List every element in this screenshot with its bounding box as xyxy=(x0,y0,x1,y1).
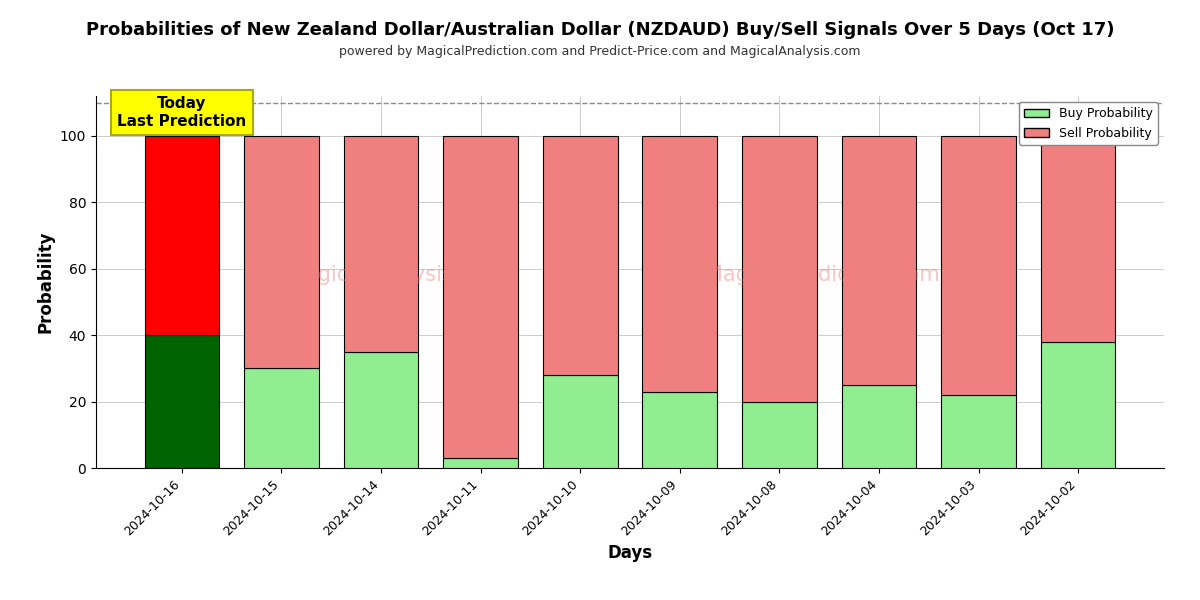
X-axis label: Days: Days xyxy=(607,544,653,562)
Bar xyxy=(244,136,319,368)
Bar xyxy=(642,136,718,392)
Bar xyxy=(244,368,319,468)
Bar xyxy=(343,136,419,352)
Text: MagicalAnalysis.com: MagicalAnalysis.com xyxy=(287,265,504,284)
Bar xyxy=(144,335,220,468)
Bar xyxy=(1040,342,1116,468)
Bar xyxy=(642,392,718,468)
Bar xyxy=(742,401,817,468)
Bar xyxy=(343,352,419,468)
Bar xyxy=(841,385,917,468)
Bar xyxy=(1040,136,1116,342)
Bar xyxy=(841,136,917,385)
Bar xyxy=(542,375,618,468)
Legend: Buy Probability, Sell Probability: Buy Probability, Sell Probability xyxy=(1019,102,1158,145)
Bar xyxy=(443,136,518,458)
Bar xyxy=(941,395,1016,468)
Bar xyxy=(941,136,1016,395)
Bar xyxy=(443,458,518,468)
Y-axis label: Probability: Probability xyxy=(36,231,54,333)
Bar xyxy=(144,136,220,335)
Bar xyxy=(542,136,618,375)
Text: MagicalPrediction.com: MagicalPrediction.com xyxy=(704,265,940,284)
Bar xyxy=(742,136,817,401)
Text: powered by MagicalPrediction.com and Predict-Price.com and MagicalAnalysis.com: powered by MagicalPrediction.com and Pre… xyxy=(340,45,860,58)
Text: Today
Last Prediction: Today Last Prediction xyxy=(118,97,246,129)
Text: Probabilities of New Zealand Dollar/Australian Dollar (NZDAUD) Buy/Sell Signals : Probabilities of New Zealand Dollar/Aust… xyxy=(85,21,1115,39)
